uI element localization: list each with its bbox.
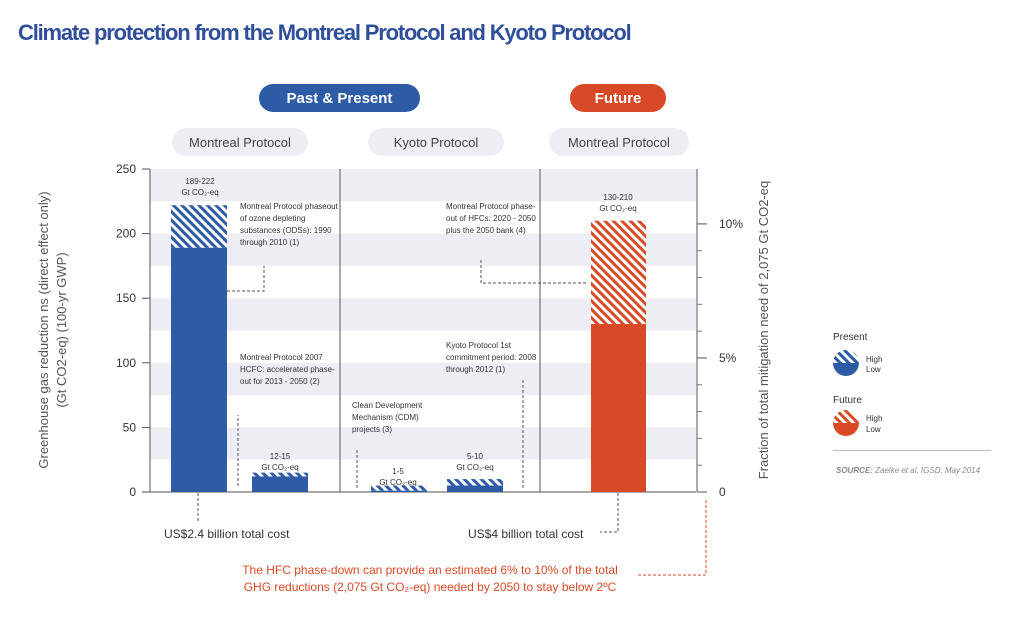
legend-future-low: Low bbox=[866, 425, 881, 434]
bar-5-high bbox=[591, 220, 646, 325]
bar-4-low bbox=[447, 485, 503, 492]
kyoto-cost-leader-line bbox=[600, 493, 619, 533]
right-tick-label: 10% bbox=[719, 217, 743, 231]
legend-present-high: High bbox=[866, 355, 883, 364]
kyoto-protocol-subheader: Kyoto Protocol bbox=[368, 128, 504, 156]
legend-future-icon-low-half bbox=[833, 423, 859, 436]
legend-future-icon-high-half bbox=[833, 410, 859, 423]
y-tick-label: 100 bbox=[116, 356, 136, 370]
right-tick-label: 5% bbox=[719, 351, 737, 365]
hfc-note-line-2: GHG reductions (2,075 Gt CO₂-eq) needed … bbox=[243, 580, 617, 594]
y-axis-title-line-1: Greenhouse gas reduction ns (direct effe… bbox=[36, 191, 51, 468]
right-tick-label: 0 bbox=[719, 485, 726, 499]
y-tick-label: 50 bbox=[123, 420, 137, 434]
legend-present-low: Low bbox=[866, 365, 881, 374]
hfc-leader-line bbox=[480, 258, 586, 284]
bar-label-2: 12-15 Gt CO₂-eq bbox=[261, 452, 299, 472]
bar-4-high bbox=[447, 479, 503, 486]
ods-annotation: Montreal Protocol phaseout of ozone depl… bbox=[240, 202, 338, 247]
note-leader-line bbox=[638, 500, 707, 576]
past-present-header: Past & Present bbox=[259, 84, 420, 112]
bar-1-high bbox=[171, 205, 227, 248]
y-axis-title-line-2: (Gt CO2-eq) (100-yr GWP) bbox=[54, 252, 69, 407]
bar-3-high bbox=[371, 485, 427, 491]
cdm-annotation: Clean Development Mechanism (CDM) projec… bbox=[352, 401, 423, 434]
y-tick-label: 200 bbox=[116, 227, 136, 241]
hfc-annotation: Montreal Protocol phase-out of HFCs: 202… bbox=[446, 202, 536, 235]
future-montreal-protocol-subheader: Montreal Protocol bbox=[549, 128, 689, 156]
montreal-cost: US$2.4 billion total cost bbox=[164, 527, 290, 541]
ods-leader-line bbox=[227, 266, 265, 292]
bar-5-low bbox=[591, 324, 646, 492]
hcfc-annotation: Montreal Protocol 2007 HCFC: accelerated… bbox=[240, 353, 335, 386]
source-text: SOURCE: Zaelke et al, IGSD, May 2014 bbox=[836, 466, 981, 475]
kyoto-cost: US$4 billion total cost bbox=[468, 527, 584, 541]
bar-1-low bbox=[171, 247, 227, 492]
y-tick-label: 0 bbox=[129, 485, 136, 499]
legend-future-title: Future bbox=[833, 395, 862, 406]
y-tick-label: 150 bbox=[116, 291, 136, 305]
page-title: Climate protection from the Montreal Pro… bbox=[18, 20, 632, 45]
bar-2-low bbox=[252, 476, 308, 492]
kyoto-annotation: Kyoto Protocol 1st commitment period: 20… bbox=[446, 341, 537, 374]
future-header: Future bbox=[570, 84, 666, 112]
legend-divider bbox=[833, 450, 991, 451]
hfc-note-line-1: The HFC phase-down can provide an estima… bbox=[242, 563, 618, 577]
right-axis-title: Fraction of total mitigation need of 2,0… bbox=[756, 181, 771, 479]
legend-present-icon-low-half bbox=[833, 363, 859, 376]
y-tick-label: 250 bbox=[116, 162, 136, 176]
band bbox=[150, 169, 696, 202]
bar-label-4: 5-10 Gt CO₂-eq bbox=[456, 452, 494, 472]
bar-3-low bbox=[371, 490, 427, 492]
legend-future-high: High bbox=[866, 414, 883, 423]
hfc-note: The HFC phase-down can provide an estima… bbox=[230, 562, 630, 596]
bar-label-5: 130-210 Gt CO₂-eq bbox=[599, 193, 637, 213]
bar-2-high bbox=[252, 472, 308, 477]
bar-label-3: 1-5 Gt CO₂-eq bbox=[379, 467, 417, 487]
montreal-protocol-subheader: Montreal Protocol bbox=[172, 128, 308, 156]
legend-present-title: Present bbox=[833, 332, 868, 343]
bar-label-1: 189-222 Gt CO₂-eq bbox=[181, 177, 219, 197]
legend-present-icon-high-half bbox=[833, 350, 859, 363]
